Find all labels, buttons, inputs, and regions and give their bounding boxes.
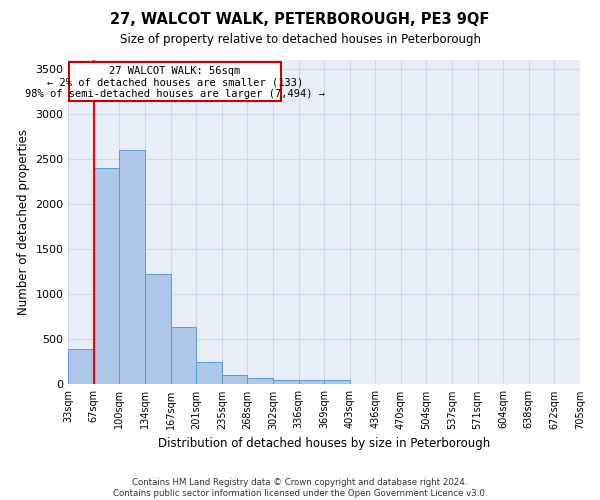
Bar — [145, 274, 170, 384]
Text: 27 WALCOT WALK: 56sqm: 27 WALCOT WALK: 56sqm — [109, 66, 241, 76]
Text: ← 2% of detached houses are smaller (133): ← 2% of detached houses are smaller (133… — [47, 78, 303, 88]
Bar — [222, 374, 247, 384]
Text: 98% of semi-detached houses are larger (7,494) →: 98% of semi-detached houses are larger (… — [25, 89, 325, 99]
Bar — [119, 150, 145, 384]
Bar — [68, 350, 94, 384]
Bar — [273, 380, 299, 384]
Bar — [94, 168, 119, 384]
Bar — [324, 380, 350, 384]
Text: 27, WALCOT WALK, PETERBOROUGH, PE3 9QF: 27, WALCOT WALK, PETERBOROUGH, PE3 9QF — [110, 12, 490, 28]
FancyBboxPatch shape — [69, 62, 281, 102]
Text: Contains HM Land Registry data © Crown copyright and database right 2024.
Contai: Contains HM Land Registry data © Crown c… — [113, 478, 487, 498]
Bar — [196, 362, 222, 384]
Text: Size of property relative to detached houses in Peterborough: Size of property relative to detached ho… — [119, 32, 481, 46]
Bar — [247, 378, 273, 384]
Bar — [299, 380, 324, 384]
X-axis label: Distribution of detached houses by size in Peterborough: Distribution of detached houses by size … — [158, 437, 490, 450]
Y-axis label: Number of detached properties: Number of detached properties — [17, 129, 30, 315]
Bar — [170, 327, 196, 384]
